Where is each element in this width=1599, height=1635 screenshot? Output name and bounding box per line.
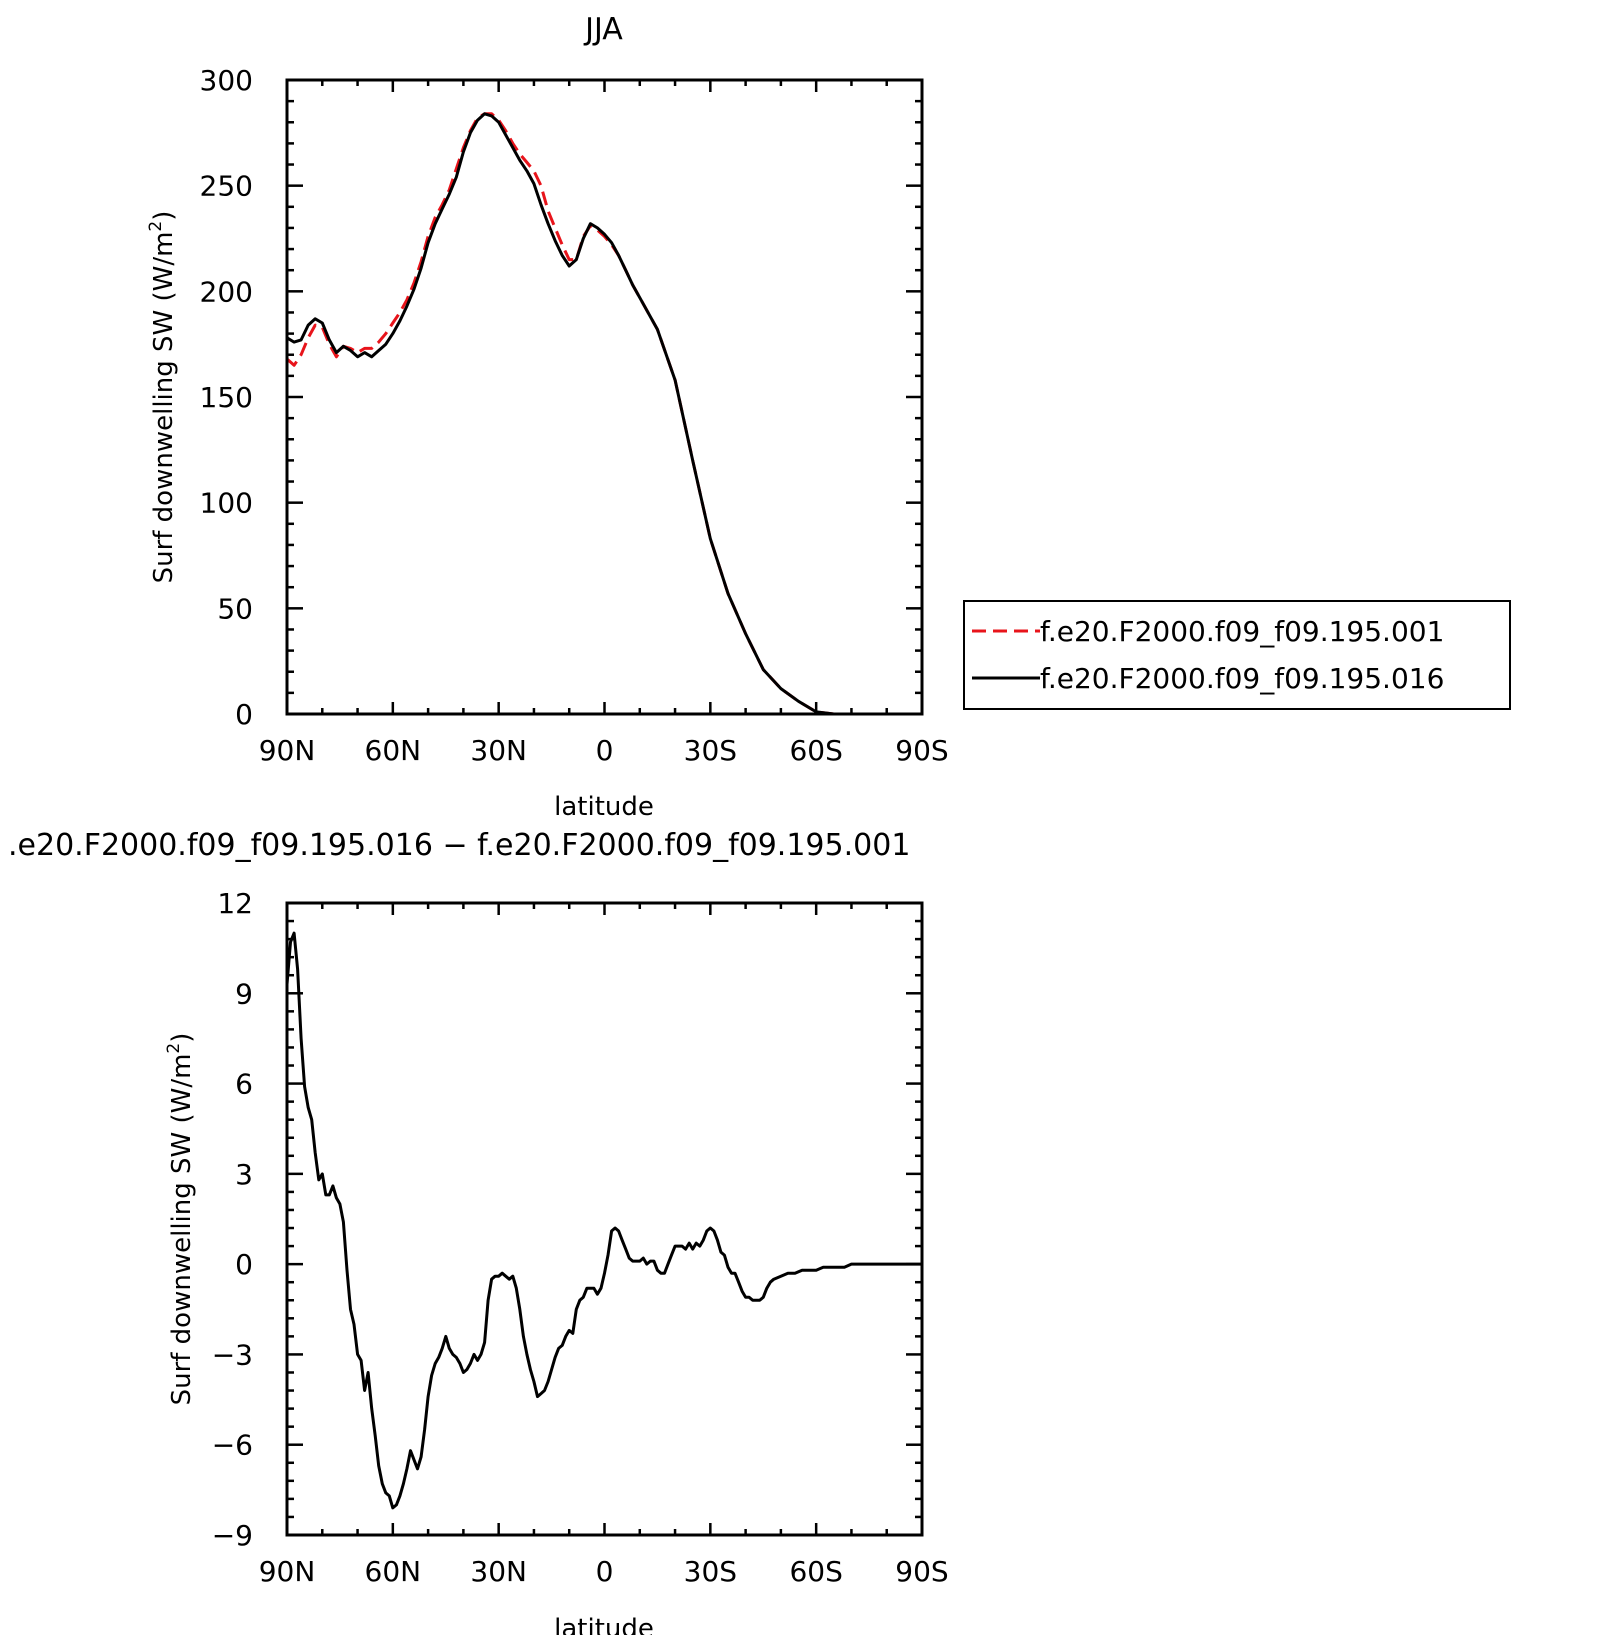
y-axis-label: Surf downwelling SW (W/m2) — [146, 211, 179, 584]
y-tick-label: 6 — [235, 1068, 253, 1101]
x-tick-labels-bottom: 90N 60N 30N 0 30S 60S 90S — [259, 1555, 949, 1588]
axis-ticks-bottom — [285, 901, 924, 1537]
x-tick-label: 90N — [259, 1555, 316, 1588]
y-tick-label: 50 — [217, 592, 253, 625]
y-axis-label-superscript: 2 — [164, 1043, 184, 1054]
legend-label-series-2: f.e20.F2000.f09_f09.195.016 — [1040, 662, 1444, 695]
x-tick-label: 90N — [259, 734, 316, 767]
y-tick-label: 150 — [200, 381, 253, 414]
y-tick-label: 300 — [200, 64, 253, 97]
series-line-1 — [285, 931, 922, 1510]
y-tick-label: −9 — [212, 1519, 253, 1552]
y-tick-label: 12 — [217, 887, 253, 920]
x-axis-label: latitude — [554, 1614, 654, 1635]
y-axis-label-end: ) — [167, 1033, 197, 1043]
x-tick-label: 60N — [365, 734, 422, 767]
plot-frame-bottom — [285, 901, 924, 1537]
series-lines-bottom — [285, 931, 922, 1510]
legend-label-series-1: f.e20.F2000.f09_f09.195.001 — [1040, 615, 1444, 648]
y-tick-label: 9 — [235, 977, 253, 1010]
x-tick-label: 0 — [596, 1555, 614, 1588]
x-tick-label: 30S — [684, 734, 737, 767]
series-lines-top — [286, 112, 922, 716]
x-tick-label: 30N — [470, 734, 527, 767]
series-line-2 — [286, 112, 922, 716]
x-tick-label: 0 — [596, 734, 614, 767]
y-axis-label-superscript: 2 — [146, 221, 166, 232]
y-axis-label-main: Surf downwelling SW (W/m — [149, 232, 179, 584]
x-tick-label: 60S — [789, 1555, 842, 1588]
y-axis-label-end: ) — [149, 211, 179, 221]
chart-title: JJA — [583, 12, 623, 47]
x-tick-labels-top: 90N 60N 30N 0 30S 60S 90S — [259, 734, 949, 767]
y-tick-label: 200 — [200, 275, 253, 308]
y-tick-label: 100 — [200, 487, 253, 520]
series-line-1 — [286, 112, 922, 716]
chart-title: .e20.F2000.f09_f09.195.016 − f.e20.F2000… — [8, 828, 910, 863]
y-axis-label: Surf downwelling SW (W/m2) — [164, 1033, 197, 1406]
plot-frame-top — [285, 78, 924, 716]
x-tick-label: 90S — [895, 1555, 948, 1588]
legend-box — [963, 600, 1511, 710]
panel-bottom: .e20.F2000.f09_f09.195.016 − f.e20.F2000… — [8, 828, 949, 1635]
y-tick-label: −6 — [212, 1429, 253, 1462]
y-tick-label: 0 — [235, 698, 253, 731]
y-tick-label: −3 — [212, 1338, 253, 1371]
y-tick-labels-top: 0 50 100 150 200 250 300 — [200, 64, 253, 731]
y-tick-labels-bottom: −9 −6 −3 0 3 6 9 12 — [212, 887, 253, 1552]
panel-top: JJA 90N 60N 30N 0 30S 60S 90S 0 50 100 150 200 250 3… — [146, 12, 1511, 822]
axis-ticks-top — [285, 78, 924, 716]
x-tick-label: 60S — [789, 734, 842, 767]
x-tick-label: 30N — [470, 1555, 527, 1588]
x-tick-label: 60N — [365, 1555, 422, 1588]
y-tick-label: 0 — [235, 1248, 253, 1281]
x-tick-label: 30S — [684, 1555, 737, 1588]
y-tick-label: 3 — [235, 1158, 253, 1191]
x-axis-label: latitude — [554, 792, 654, 822]
y-axis-label-main: Surf downwelling SW (W/m — [167, 1054, 197, 1406]
x-tick-label: 90S — [895, 734, 948, 767]
y-tick-label: 250 — [200, 170, 253, 203]
legend: f.e20.F2000.f09_f09.195.001 f.e20.F2000.… — [963, 600, 1511, 710]
